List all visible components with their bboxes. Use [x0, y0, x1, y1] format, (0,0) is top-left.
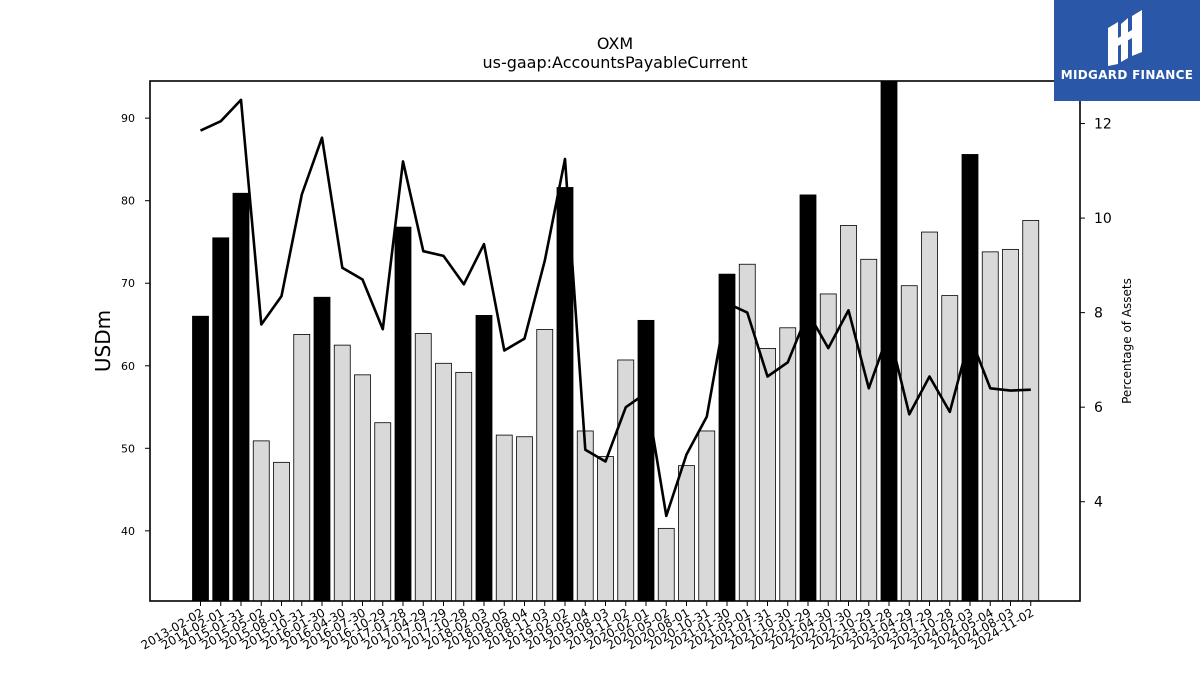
midgard-logo-icon	[1108, 10, 1142, 66]
bar-2019-08-03	[597, 456, 614, 602]
bar-2024-05-04	[981, 251, 999, 602]
bar-2023-01-28	[880, 80, 898, 602]
bar-2017-07-29	[435, 362, 452, 602]
y2-tick-label-6: 6	[1094, 400, 1103, 416]
y-axis: 40 50 60 70 80 90	[121, 112, 150, 538]
bar-2015-05-02	[252, 440, 270, 602]
bar-2018-02-03	[475, 315, 493, 602]
bar-2020-02-01	[637, 319, 655, 602]
y-tick-label-40: 40	[121, 525, 135, 538]
logo-text: MIDGARD FINANCE	[1060, 68, 1194, 82]
bar-2024-02-03	[961, 154, 979, 602]
y-axis-label: USDm	[91, 310, 115, 372]
bar-2020-05-02	[657, 527, 675, 602]
bar-2024-08-03	[1002, 248, 1019, 602]
bar-2018-11-03	[536, 329, 554, 602]
midgard-finance-logo: MIDGARD FINANCE	[1054, 0, 1200, 101]
bar-2022-01-29	[799, 194, 817, 602]
bar-2023-07-29	[921, 231, 938, 602]
bar-2022-10-29	[860, 258, 878, 602]
y2-axis-label: Percentage of Assets	[1120, 278, 1134, 404]
bars-group	[192, 80, 1040, 602]
bar-2015-08-01	[273, 461, 290, 602]
bar-2021-10-30	[779, 327, 797, 602]
bar-2021-07-31	[759, 348, 776, 602]
bar-2023-10-28	[941, 295, 959, 602]
bar-2017-04-29	[414, 333, 432, 602]
y2-tick-label-8: 8	[1094, 306, 1103, 322]
bar-2013-02-02	[192, 315, 209, 602]
percentage-of-assets-line	[199, 98, 1031, 518]
plot-frame	[149, 80, 1081, 602]
bar-2017-10-28	[455, 371, 473, 602]
y-tick-label-90: 90	[121, 112, 135, 125]
x-axis: 2013-02-022014-02-012015-01-312015-05-02…	[139, 601, 1036, 652]
chart-subtitle: us-gaap:AccountsPayableCurrent	[482, 53, 747, 72]
bar-2015-01-31	[232, 192, 250, 602]
y2-axis: 4 6 8 10 12	[1080, 117, 1112, 511]
bar-2022-07-30	[840, 225, 857, 602]
bar-2018-08-04	[516, 436, 533, 602]
y2-tick-label-12: 12	[1094, 117, 1112, 133]
bar-2014-02-01	[212, 237, 230, 602]
bar-2020-08-01	[678, 465, 695, 602]
y2-tick-label-4: 4	[1094, 495, 1103, 511]
bar-2016-01-30	[313, 296, 331, 602]
line-group	[199, 98, 1031, 518]
y-tick-label-50: 50	[121, 442, 135, 455]
y-tick-label-70: 70	[121, 277, 135, 290]
bar-2024-11-02	[1022, 220, 1040, 602]
bar-2021-01-30	[718, 273, 736, 602]
bar-2018-05-05	[495, 434, 513, 602]
chart-title: OXM	[597, 34, 633, 53]
bar-2020-10-31	[698, 430, 716, 602]
y-tick-label-60: 60	[121, 360, 135, 373]
y2-tick-label-10: 10	[1094, 211, 1112, 227]
bar-2016-10-29	[374, 422, 392, 602]
y-tick-label-80: 80	[121, 195, 135, 208]
bar-2023-04-29	[900, 285, 918, 602]
bar-2016-04-30	[333, 344, 351, 602]
bar-2019-05-04	[576, 430, 594, 602]
bar-2017-01-28	[394, 226, 412, 602]
bar-2019-11-02	[617, 359, 635, 602]
bar-2016-07-30	[354, 374, 371, 602]
bar-2015-10-31	[293, 333, 311, 602]
